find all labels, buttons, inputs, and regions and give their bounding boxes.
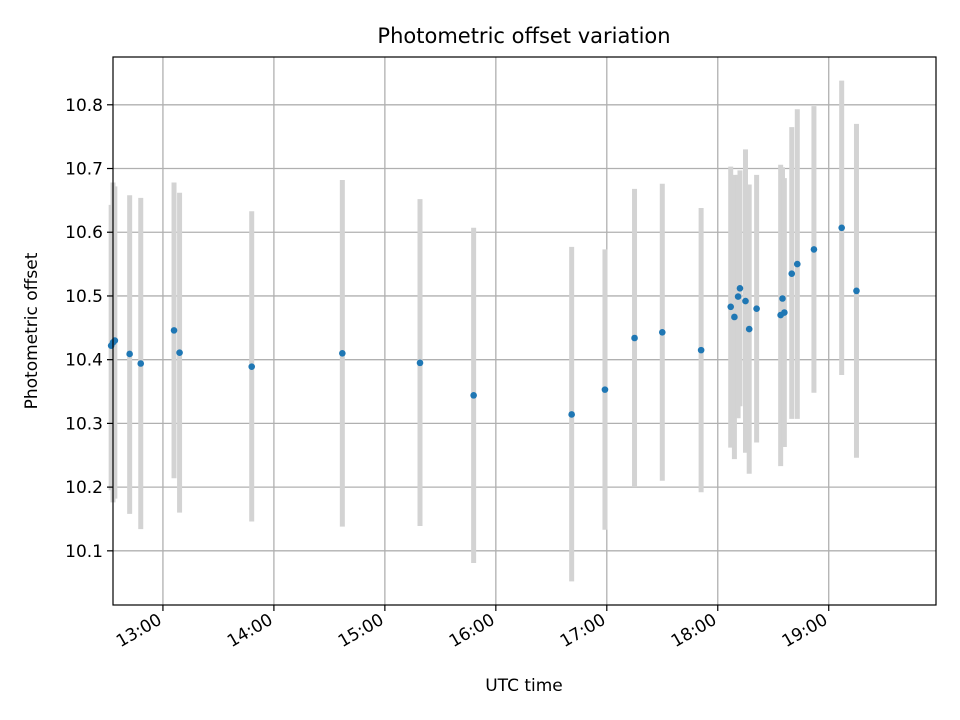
- data-point: [416, 359, 424, 367]
- data-point: [838, 224, 845, 232]
- data-point: [788, 270, 796, 277]
- y-tick-label: 10.6: [65, 223, 103, 243]
- y-tick-label: 10.7: [65, 160, 103, 180]
- data-point: [853, 287, 860, 295]
- data-point: [727, 303, 735, 311]
- data-point: [731, 313, 738, 321]
- data-point: [697, 346, 705, 354]
- data-point: [631, 334, 638, 342]
- y-tick-label: 10.1: [65, 542, 103, 562]
- data-point: [601, 386, 609, 393]
- data-point: [745, 325, 753, 333]
- data-point: [568, 411, 575, 418]
- data-point: [126, 350, 133, 358]
- data-point: [742, 297, 749, 305]
- data-point: [470, 392, 477, 399]
- data-point: [779, 295, 786, 302]
- x-axis-label: UTC time: [485, 676, 563, 696]
- data-point: [793, 260, 801, 268]
- y-tick-label: 10.2: [65, 478, 103, 498]
- data-point: [658, 328, 666, 336]
- data-point: [810, 246, 818, 253]
- y-tick-label: 10.3: [65, 414, 103, 434]
- y-tick-label: 10.8: [65, 96, 103, 116]
- plot-frame: [112, 56, 937, 606]
- data-point: [248, 363, 256, 370]
- data-point: [734, 293, 742, 300]
- chart-title: Photometric offset variation: [377, 24, 670, 48]
- data-point: [753, 305, 760, 312]
- data-point: [736, 285, 744, 292]
- y-axis-label: Photometric offset: [22, 252, 42, 409]
- data-point: [339, 350, 346, 357]
- data-point: [176, 349, 183, 356]
- data-point: [137, 360, 145, 367]
- data-point: [781, 309, 788, 316]
- y-tick-label: 10.5: [65, 287, 103, 307]
- data-point: [170, 327, 178, 334]
- y-tick-label: 10.4: [65, 351, 103, 371]
